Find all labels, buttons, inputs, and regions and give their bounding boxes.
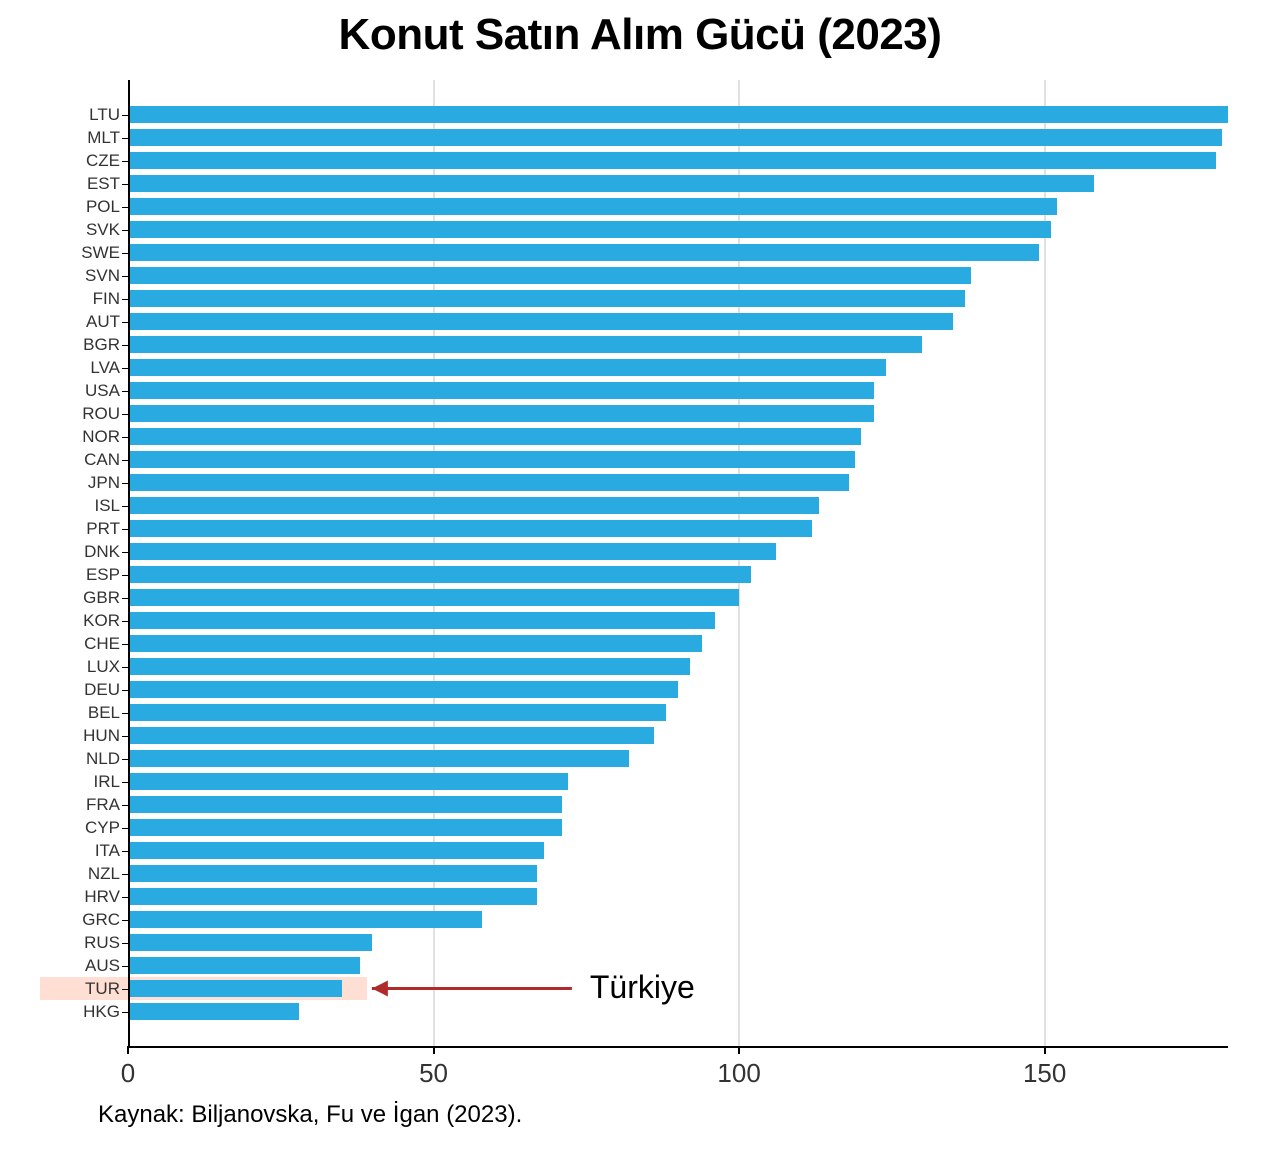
- y-axis-label: CAN: [84, 450, 120, 470]
- source-label: Kaynak: Biljanovska, Fu ve İgan (2023).: [98, 1101, 522, 1129]
- y-axis-label: JPN: [88, 473, 120, 493]
- annotation-arrow: [128, 80, 1228, 1046]
- y-axis-label: LUX: [87, 657, 120, 677]
- y-axis-label: GBR: [83, 588, 120, 608]
- x-axis-label: 50: [419, 1058, 448, 1089]
- y-axis-label: HRV: [84, 887, 120, 907]
- x-tick: [738, 1046, 740, 1054]
- y-axis-label: NOR: [82, 427, 120, 447]
- y-axis-label: ROU: [82, 404, 120, 424]
- y-axis-label: CYP: [85, 818, 120, 838]
- y-axis-label: HKG: [83, 1002, 120, 1022]
- y-axis-label: MLT: [87, 128, 120, 148]
- y-axis-label: CZE: [86, 151, 120, 171]
- y-axis-label: IRL: [94, 772, 120, 792]
- y-axis-label: HUN: [83, 726, 120, 746]
- x-axis-label: 100: [717, 1058, 760, 1089]
- y-axis-label: NZL: [88, 864, 120, 884]
- y-axis-label: BEL: [88, 703, 120, 723]
- y-axis-label: GRC: [82, 910, 120, 930]
- x-axis-label: 150: [1023, 1058, 1066, 1089]
- x-tick: [127, 1046, 129, 1054]
- y-axis-label: PRT: [86, 519, 120, 539]
- y-axis-label: LTU: [89, 105, 120, 125]
- y-axis-label: DEU: [84, 680, 120, 700]
- x-axis: [128, 1046, 1228, 1048]
- y-axis-label: USA: [85, 381, 120, 401]
- y-axis-label: ITA: [95, 841, 120, 861]
- x-tick: [1044, 1046, 1046, 1054]
- x-tick: [433, 1046, 435, 1054]
- y-axis-label: SVN: [85, 266, 120, 286]
- y-axis-label: BGR: [83, 335, 120, 355]
- y-axis-label: TUR: [85, 979, 120, 999]
- y-axis-label: RUS: [84, 933, 120, 953]
- y-axis-label: FRA: [86, 795, 120, 815]
- y-axis-label: POL: [86, 197, 120, 217]
- y-axis-label: AUT: [86, 312, 120, 332]
- y-axis-label: LVA: [90, 358, 120, 378]
- y-axis-label: KOR: [83, 611, 120, 631]
- y-axis-label: EST: [87, 174, 120, 194]
- chart-plot-area: [128, 80, 1228, 1046]
- x-axis-label: 0: [121, 1058, 135, 1089]
- y-axis-label: DNK: [84, 542, 120, 562]
- y-axis-label: AUS: [85, 956, 120, 976]
- chart-title: Konut Satın Alım Gücü (2023): [0, 10, 1280, 60]
- y-axis-label: SWE: [81, 243, 120, 263]
- y-axis-label: FIN: [93, 289, 120, 309]
- y-axis-label: ESP: [86, 565, 120, 585]
- y-axis-label: CHE: [84, 634, 120, 654]
- page-root: Konut Satın Alım Gücü (2023) Kaynak: Bil…: [0, 0, 1280, 1163]
- y-axis-label: ISL: [94, 496, 120, 516]
- y-axis-label: NLD: [86, 749, 120, 769]
- annotation-label: Türkiye: [590, 969, 695, 1006]
- y-axis-label: SVK: [86, 220, 120, 240]
